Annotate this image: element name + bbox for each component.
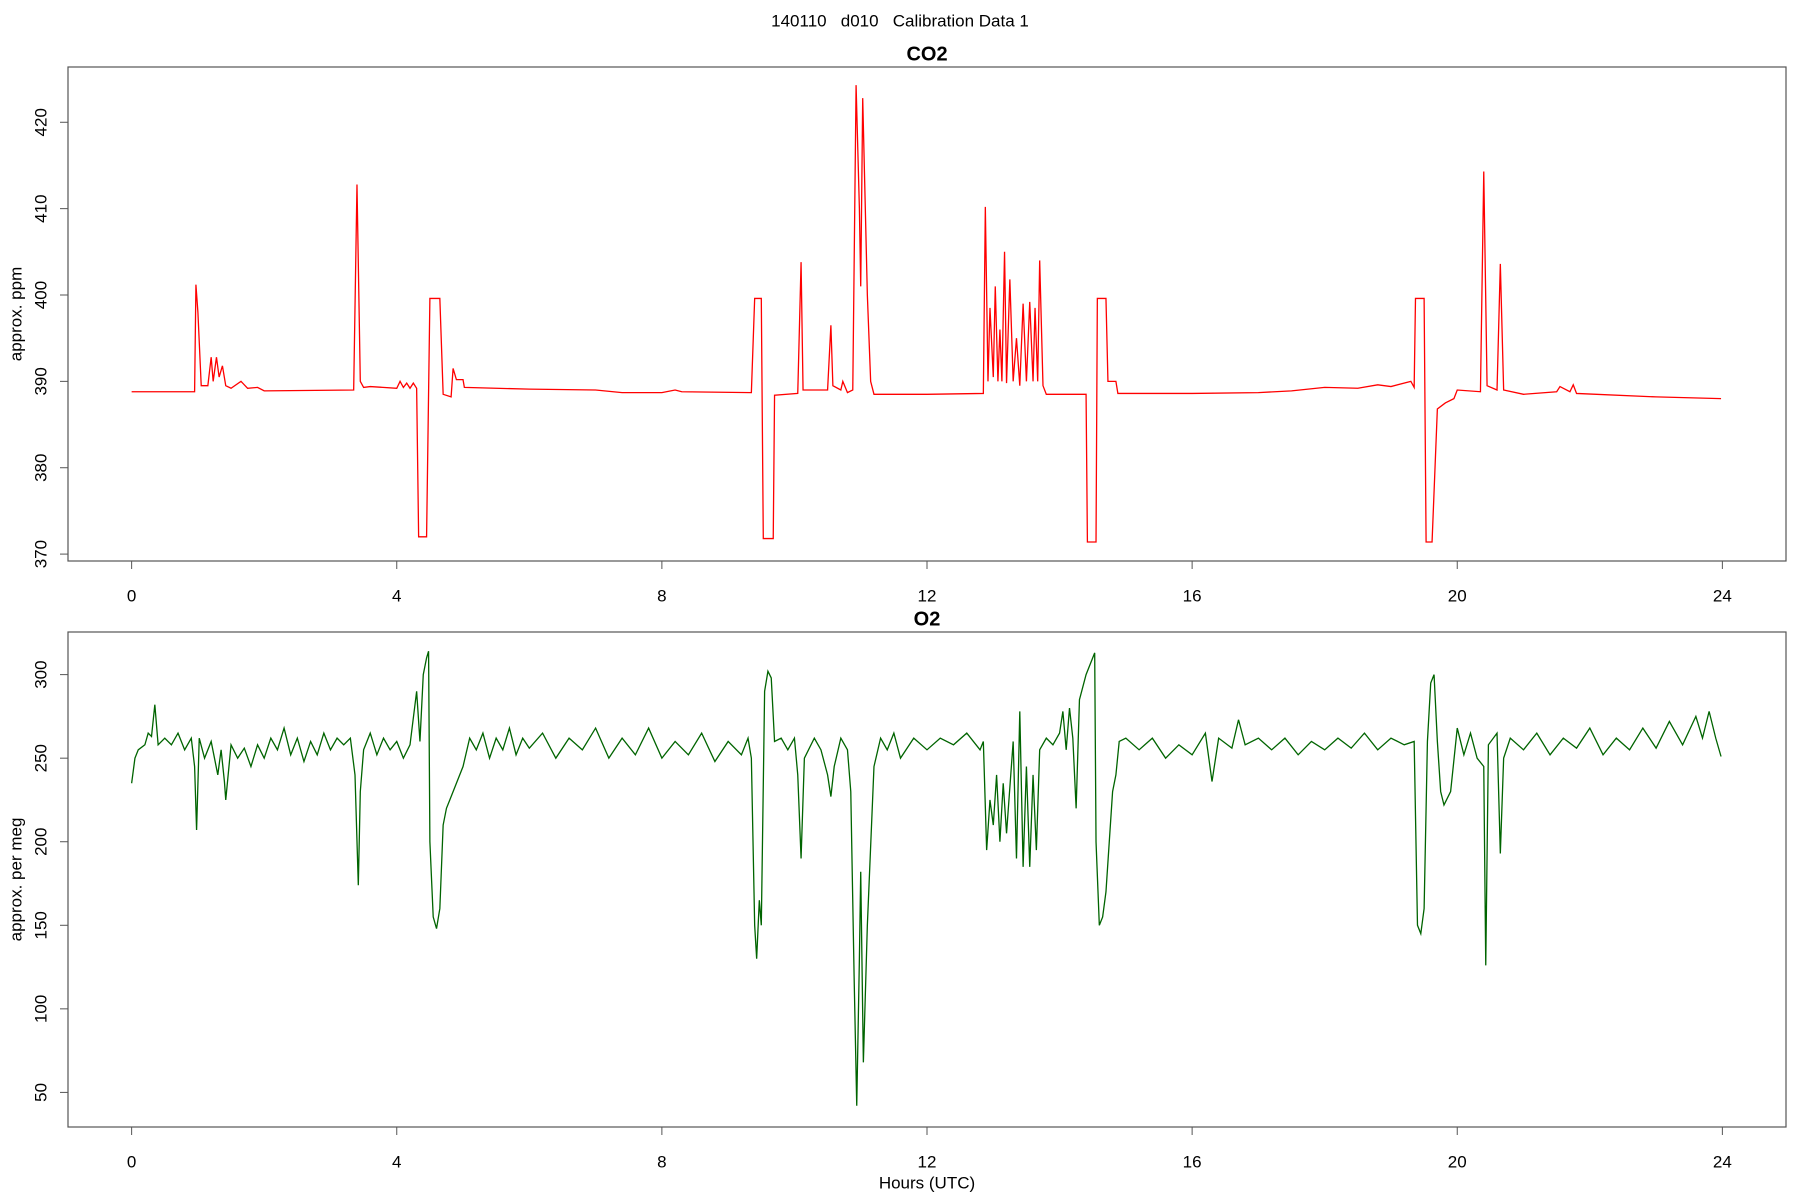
x-tick-label: 24 [1713, 1152, 1732, 1171]
plot-frame [67, 631, 1787, 1128]
x-tick-label: 0 [127, 586, 136, 605]
x-tick-label: 8 [657, 1152, 666, 1171]
y-tick-label: 370 [31, 540, 50, 568]
y-tick-label: 410 [31, 194, 50, 222]
y-tick-label: 380 [31, 454, 50, 482]
data-line [130, 651, 1722, 1106]
y-tick-label: 390 [31, 367, 50, 395]
x-tick-label: 24 [1713, 586, 1732, 605]
x-tick-label: 4 [392, 586, 401, 605]
y-tick-label: 200 [31, 828, 50, 856]
y-tick-label: 400 [31, 281, 50, 309]
x-tick-label: 4 [392, 1152, 401, 1171]
y-tick-label: 100 [31, 995, 50, 1023]
x-axis-label: Hours (UTC) [879, 1173, 975, 1192]
x-tick-label: 20 [1448, 586, 1467, 605]
panel-title: O2 [914, 608, 941, 630]
y-axis-label: approx. per meg [6, 818, 25, 942]
plot-frame [67, 66, 1787, 562]
y-tick-label: 150 [31, 911, 50, 939]
y-axis-label: approx. ppm [6, 267, 25, 362]
data-line [131, 85, 1722, 543]
x-tick-label: 16 [1183, 1152, 1202, 1171]
x-tick-label: 8 [657, 586, 666, 605]
x-tick-label: 16 [1183, 586, 1202, 605]
y-tick-label: 300 [31, 660, 50, 688]
x-tick-label: 0 [127, 1152, 136, 1171]
panel-title: CO2 [906, 43, 947, 65]
x-tick-label: 12 [918, 586, 937, 605]
y-tick-label: 420 [31, 108, 50, 136]
y-tick-label: 50 [31, 1083, 50, 1102]
x-tick-label: 12 [918, 1152, 937, 1171]
figure-title: 140110 d010 Calibration Data 1 [771, 11, 1029, 30]
y-tick-label: 250 [31, 744, 50, 772]
x-tick-label: 20 [1448, 1152, 1467, 1171]
